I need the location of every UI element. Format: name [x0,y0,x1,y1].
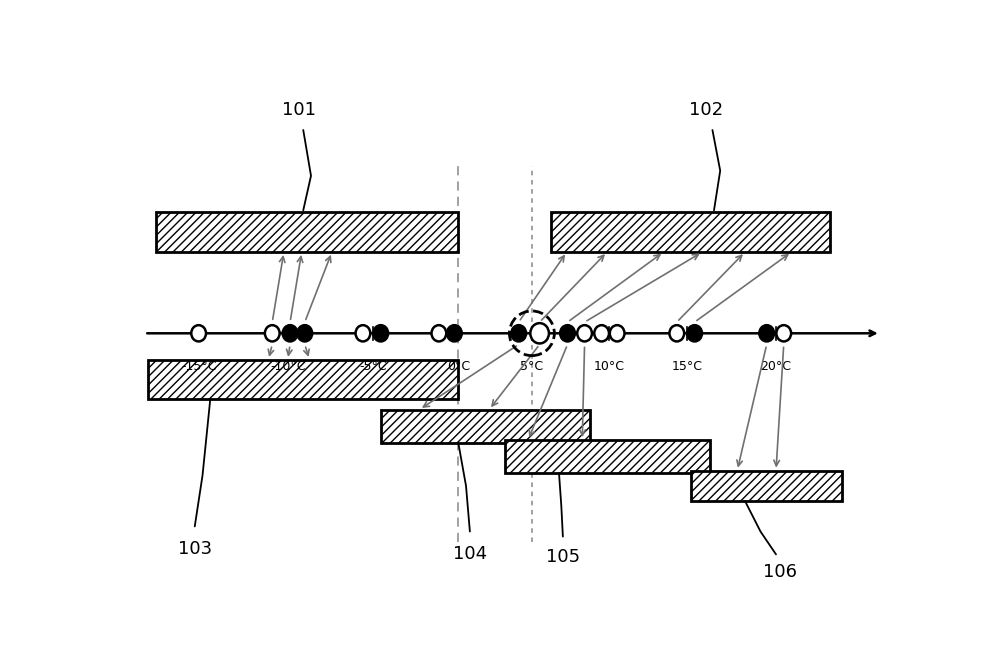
Text: 102: 102 [689,101,723,119]
Text: 103: 103 [178,541,212,558]
Text: 15°C: 15°C [671,360,702,373]
Ellipse shape [356,325,370,341]
Ellipse shape [447,325,462,341]
Ellipse shape [669,325,684,341]
Ellipse shape [560,325,575,341]
Ellipse shape [687,325,702,341]
Text: -5°C: -5°C [359,360,387,373]
Text: 104: 104 [453,545,487,564]
Bar [148,360,458,399]
Bar [551,213,830,252]
Text: 0°C: 0°C [447,360,470,373]
Text: 101: 101 [282,101,316,119]
Bar [505,440,710,473]
Ellipse shape [610,325,624,341]
Text: -10°C: -10°C [270,360,306,373]
Bar [156,213,458,252]
Ellipse shape [759,325,774,341]
Ellipse shape [511,325,526,341]
Ellipse shape [577,325,592,341]
Ellipse shape [530,323,549,343]
Ellipse shape [594,325,609,341]
Ellipse shape [432,325,446,341]
Bar [381,409,590,443]
Ellipse shape [776,325,791,341]
Text: 20°C: 20°C [761,360,792,373]
Ellipse shape [191,325,206,341]
Ellipse shape [283,325,297,341]
Text: 5°C: 5°C [520,360,543,373]
Ellipse shape [297,325,312,341]
Text: 105: 105 [546,548,580,566]
Text: 10°C: 10°C [594,360,625,373]
Text: 106: 106 [763,563,797,581]
Text: -15°C: -15°C [181,360,216,373]
Ellipse shape [265,325,280,341]
Bar [691,471,842,501]
Ellipse shape [373,325,388,341]
